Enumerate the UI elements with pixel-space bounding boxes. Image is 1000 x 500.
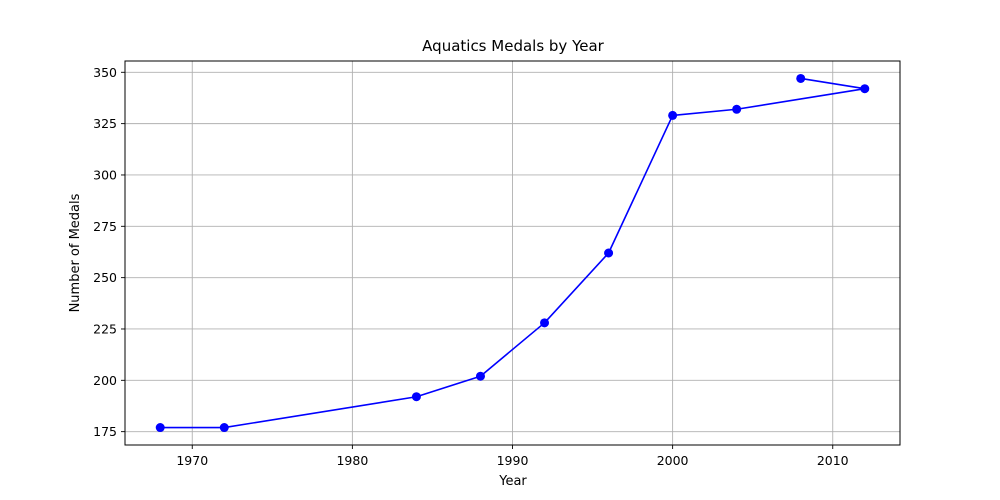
data-point	[155, 423, 165, 433]
x-tick-label: 2010	[817, 453, 849, 468]
y-tick-label: 300	[93, 167, 117, 182]
x-axis-label: Year	[498, 474, 527, 489]
grid-lines	[125, 61, 900, 445]
y-tick-label: 350	[93, 65, 117, 80]
y-tick-label: 200	[93, 373, 117, 388]
data-point	[219, 423, 229, 433]
data-point	[668, 110, 678, 120]
data-point	[411, 392, 421, 402]
x-tick-label: 2000	[657, 453, 689, 468]
tick-labels: 1970 1980 1990 2000 2010 175 200 225 250 275 300 32…	[93, 65, 849, 468]
axes	[121, 60, 901, 449]
y-tick-label: 325	[93, 116, 117, 131]
y-tick-label: 225	[93, 321, 117, 336]
x-tick-label: 1990	[497, 453, 529, 468]
x-tick-label: 1980	[336, 453, 368, 468]
data-point	[732, 104, 742, 114]
y-axis-label: Number of Medals	[68, 193, 83, 312]
y-tick-label: 175	[93, 424, 117, 439]
data-point	[540, 318, 550, 328]
data-point	[796, 73, 806, 83]
y-tick-label: 275	[93, 219, 117, 234]
data-point	[860, 84, 870, 94]
series-layer	[155, 73, 870, 433]
data-point	[604, 248, 614, 258]
data-point	[475, 371, 485, 381]
x-tick-label: 1970	[176, 453, 208, 468]
chart-title: Aquatics Medals by Year	[422, 37, 604, 55]
y-tick-label: 250	[93, 270, 117, 285]
series-line	[160, 77, 866, 429]
